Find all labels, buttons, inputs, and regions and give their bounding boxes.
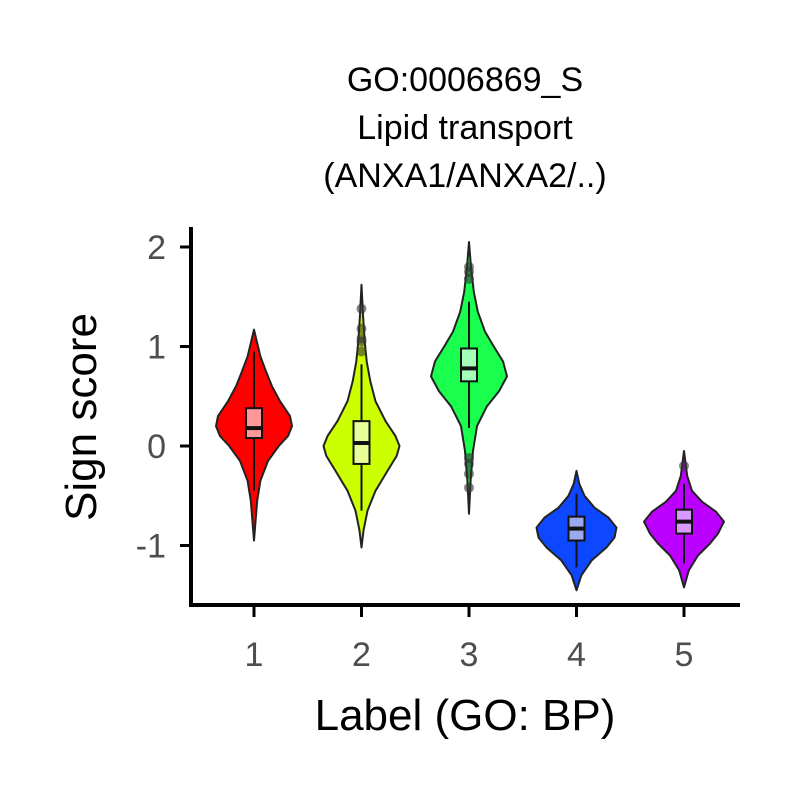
- outlier-point: [464, 482, 474, 493]
- x-ticks: 1 2 3 4 5: [245, 606, 694, 674]
- outlier-point: [464, 261, 474, 272]
- violin-group-5: [643, 450, 725, 589]
- x-tick-label: 1: [245, 636, 264, 674]
- violin-group-1: [215, 328, 293, 542]
- outlier-point: [356, 303, 367, 314]
- y-tick-label: 0: [147, 428, 166, 466]
- title-line-2: Lipid transport: [357, 109, 573, 147]
- outlier-point: [679, 460, 689, 471]
- x-tick-label: 2: [352, 636, 371, 674]
- violin-group-3: [430, 241, 508, 515]
- chart-title: GO:0006869_S Lipid transport (ANXA1/ANXA…: [323, 61, 606, 195]
- outlier-point: [356, 323, 367, 334]
- y-tick-label: 1: [147, 329, 166, 367]
- x-tick-label: 5: [675, 636, 694, 674]
- outlier-point: [464, 452, 474, 463]
- outlier-point: [356, 333, 367, 344]
- y-ticks: -1 0 1 2: [136, 229, 191, 566]
- title-line-3: (ANXA1/ANXA2/..): [323, 157, 606, 195]
- x-tick-label: 4: [567, 636, 586, 674]
- plot-area: [215, 241, 725, 592]
- x-tick-label: 3: [460, 636, 479, 674]
- box: [460, 347, 478, 383]
- y-axis-title: Sign score: [57, 313, 106, 521]
- axes: -1 0 1 2 1 2 3 4 5: [136, 227, 740, 674]
- outlier-point: [356, 346, 367, 357]
- title-line-1: GO:0006869_S: [347, 61, 583, 99]
- violin-group-2: [322, 283, 401, 549]
- y-tick-label: -1: [136, 528, 166, 566]
- y-tick-label: 2: [147, 229, 166, 267]
- box: [245, 407, 263, 440]
- violin-group-4: [535, 469, 618, 592]
- x-axis-title: Label (GO: BP): [315, 691, 616, 740]
- outlier-point: [464, 273, 474, 284]
- outlier-point: [464, 468, 474, 479]
